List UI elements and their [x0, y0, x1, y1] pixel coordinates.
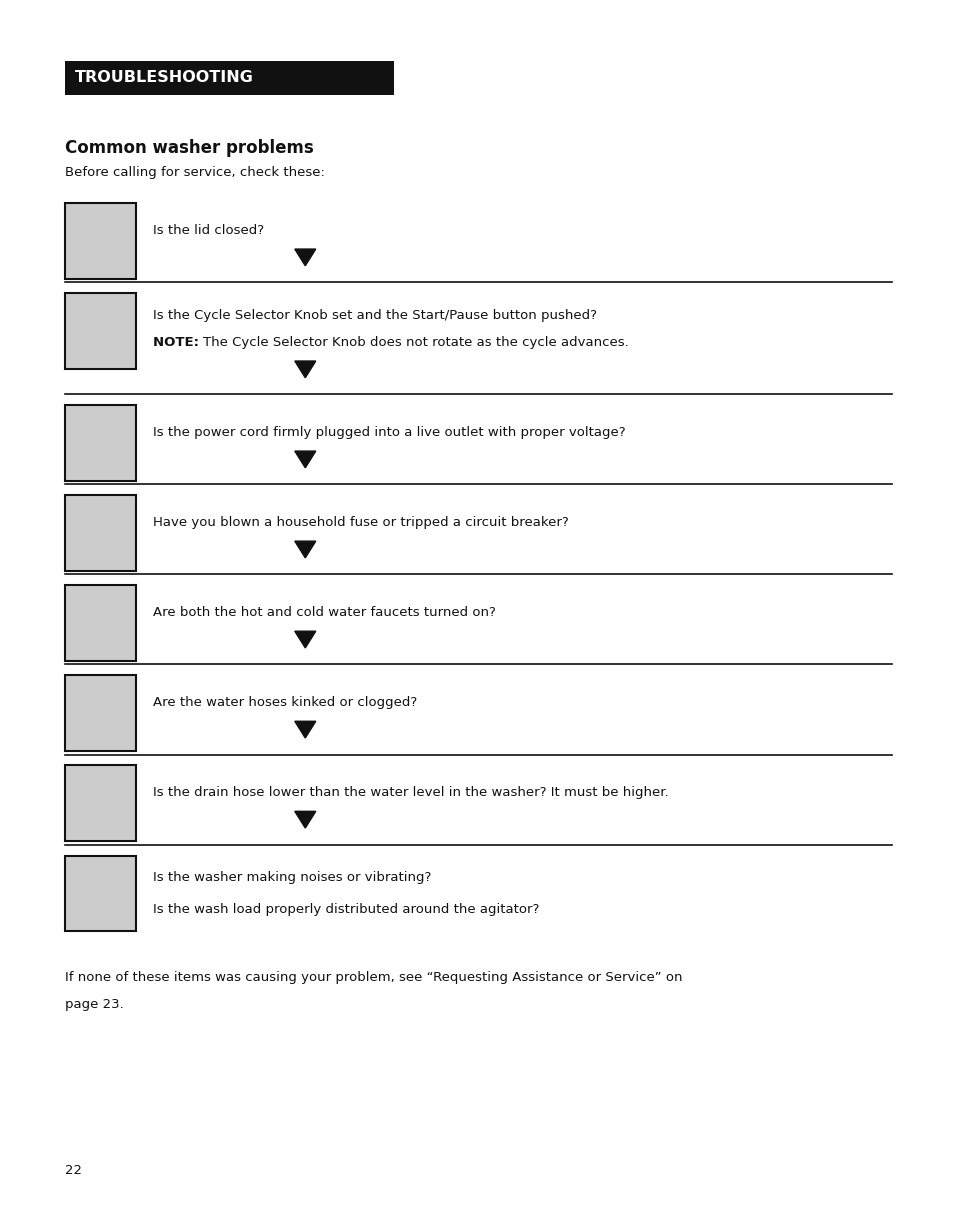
Text: The Cycle Selector Knob does not rotate as the cycle advances.: The Cycle Selector Knob does not rotate … [203, 336, 628, 349]
Text: Have you blown a household fuse or tripped a circuit breaker?: Have you blown a household fuse or tripp… [152, 516, 568, 529]
Polygon shape [294, 249, 315, 265]
Bar [65, 765, 136, 841]
Text: NOTE:: NOTE: [152, 336, 203, 349]
Polygon shape [294, 812, 315, 828]
Text: Is the washer making noises or vibrating?: Is the washer making noises or vibrating… [152, 871, 431, 885]
Text: Is the power cord firmly plugged into a live outlet with proper voltage?: Is the power cord firmly plugged into a … [152, 426, 624, 439]
Text: Common washer problems: Common washer problems [65, 140, 314, 157]
Bar [65, 405, 136, 481]
Text: Is the drain hose lower than the water level in the washer? It must be higher.: Is the drain hose lower than the water l… [152, 786, 667, 800]
Polygon shape [294, 632, 315, 647]
Text: Is the wash load properly distributed around the agitator?: Is the wash load properly distributed ar… [152, 903, 538, 916]
Text: Is the lid closed?: Is the lid closed? [152, 224, 263, 237]
Polygon shape [294, 361, 315, 377]
Polygon shape [294, 452, 315, 467]
Bar [65, 675, 136, 751]
Text: If none of these items was causing your problem, see “Requesting Assistance or S: If none of these items was causing your … [65, 971, 681, 985]
Text: TROUBLESHOOTING: TROUBLESHOOTING [74, 71, 253, 85]
Bar [65, 293, 136, 369]
Text: Is the Cycle Selector Knob set and the Start/Pause button pushed?: Is the Cycle Selector Knob set and the S… [152, 309, 596, 323]
Text: Are both the hot and cold water faucets turned on?: Are both the hot and cold water faucets … [152, 606, 495, 619]
Text: 22: 22 [65, 1165, 82, 1177]
Text: Are the water hoses kinked or clogged?: Are the water hoses kinked or clogged? [152, 696, 416, 710]
Polygon shape [294, 542, 315, 557]
Text: Before calling for service, check these:: Before calling for service, check these: [65, 167, 324, 179]
Bar [65, 61, 394, 95]
Bar [65, 856, 136, 931]
Text: page 23.: page 23. [65, 998, 124, 1011]
Bar [65, 495, 136, 571]
Polygon shape [294, 722, 315, 738]
Bar [65, 585, 136, 661]
Bar [65, 203, 136, 279]
